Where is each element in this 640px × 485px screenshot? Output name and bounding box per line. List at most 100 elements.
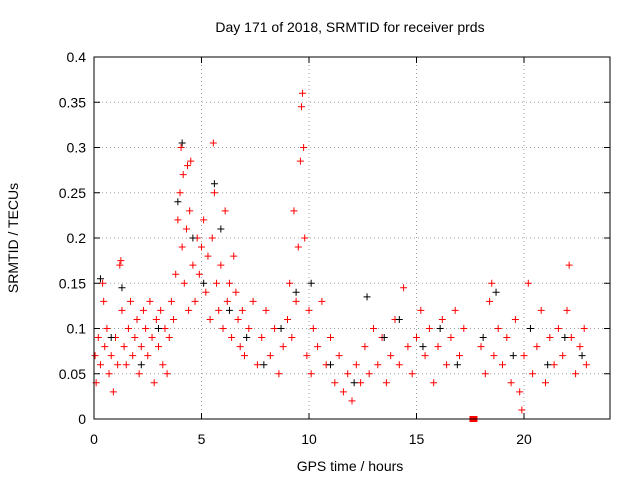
red-point	[421, 352, 429, 360]
red-point	[460, 325, 468, 332]
red-point	[387, 352, 395, 360]
red-point	[189, 261, 197, 269]
black-point	[137, 361, 145, 369]
red-point	[223, 297, 231, 305]
black-point	[307, 279, 315, 287]
black-point	[479, 334, 487, 342]
red-point	[290, 207, 298, 215]
black-point	[350, 379, 358, 387]
red-point	[451, 306, 459, 314]
red-point	[114, 361, 122, 369]
red-point	[488, 279, 496, 287]
red-point	[249, 297, 257, 305]
black-point	[363, 293, 371, 301]
red-point	[296, 157, 304, 165]
red-point	[159, 361, 167, 369]
red-point	[279, 343, 287, 351]
red-point	[344, 370, 352, 378]
red-point	[172, 270, 180, 278]
red-point	[152, 315, 160, 323]
y-tick-label: 0.05	[59, 366, 86, 382]
red-point	[105, 370, 113, 378]
black-point	[217, 225, 225, 233]
plot-border	[93, 56, 611, 420]
red-point	[99, 279, 107, 287]
red-point	[284, 315, 291, 323]
red-point	[443, 361, 451, 369]
red-point	[301, 234, 309, 242]
red-point	[118, 306, 126, 314]
black-point	[327, 361, 334, 369]
red-point	[148, 334, 156, 342]
red-point	[503, 334, 511, 342]
red-point	[142, 325, 150, 332]
x-tick-label: 10	[301, 431, 317, 447]
red-point	[161, 325, 169, 332]
red-point	[314, 343, 322, 351]
red-point	[185, 306, 193, 314]
red-point	[305, 306, 313, 314]
red-point	[210, 189, 218, 197]
red-point	[253, 361, 261, 369]
red-point	[447, 334, 455, 342]
red-point	[374, 361, 382, 369]
black-point	[107, 334, 115, 342]
red-point	[137, 343, 145, 351]
red-point	[533, 343, 541, 351]
black-point	[243, 334, 251, 342]
red-point	[167, 297, 175, 305]
red-point	[245, 325, 253, 332]
red-point	[213, 279, 221, 287]
red-point	[177, 144, 185, 151]
red-point	[200, 216, 208, 224]
red-point	[507, 379, 515, 387]
red-point	[413, 334, 420, 342]
red-point	[109, 388, 117, 396]
red-point	[174, 216, 182, 224]
red-point	[486, 297, 494, 305]
red-point	[511, 315, 519, 323]
black-point	[492, 288, 500, 296]
red-point	[170, 315, 178, 323]
red-point	[144, 352, 152, 360]
grid	[94, 57, 610, 419]
red-point	[155, 343, 162, 351]
red-point	[499, 361, 506, 369]
red-point	[122, 361, 130, 369]
red-point	[331, 379, 339, 387]
red-point	[537, 306, 545, 314]
red-point	[180, 279, 188, 287]
red-point	[133, 315, 141, 323]
red-point	[146, 297, 154, 305]
red-point	[286, 279, 294, 287]
red-point	[101, 343, 109, 351]
red-point	[425, 325, 433, 332]
red-point	[230, 252, 238, 260]
red-point	[120, 343, 128, 351]
red-point	[258, 334, 266, 342]
red-point	[179, 171, 187, 179]
black-point	[453, 361, 461, 369]
black-point	[436, 325, 444, 332]
black-point	[118, 284, 126, 292]
red-point	[228, 334, 236, 342]
red-point	[357, 379, 365, 387]
red-point	[572, 370, 580, 378]
y-tick-label: 0.2	[67, 230, 87, 246]
red-point	[124, 325, 132, 332]
red-point	[96, 361, 104, 369]
red-point	[335, 352, 343, 360]
red-point	[546, 334, 554, 342]
red-point	[370, 325, 377, 332]
red-point	[318, 297, 326, 305]
red-point	[518, 406, 526, 414]
red-point	[434, 343, 442, 351]
red-point	[182, 225, 190, 233]
red-point	[176, 189, 184, 197]
black-point	[189, 234, 197, 242]
red-point	[567, 334, 575, 342]
points	[91, 89, 590, 422]
red-point	[542, 379, 549, 387]
x-tick-label: 5	[198, 431, 206, 447]
red-point	[209, 139, 217, 147]
